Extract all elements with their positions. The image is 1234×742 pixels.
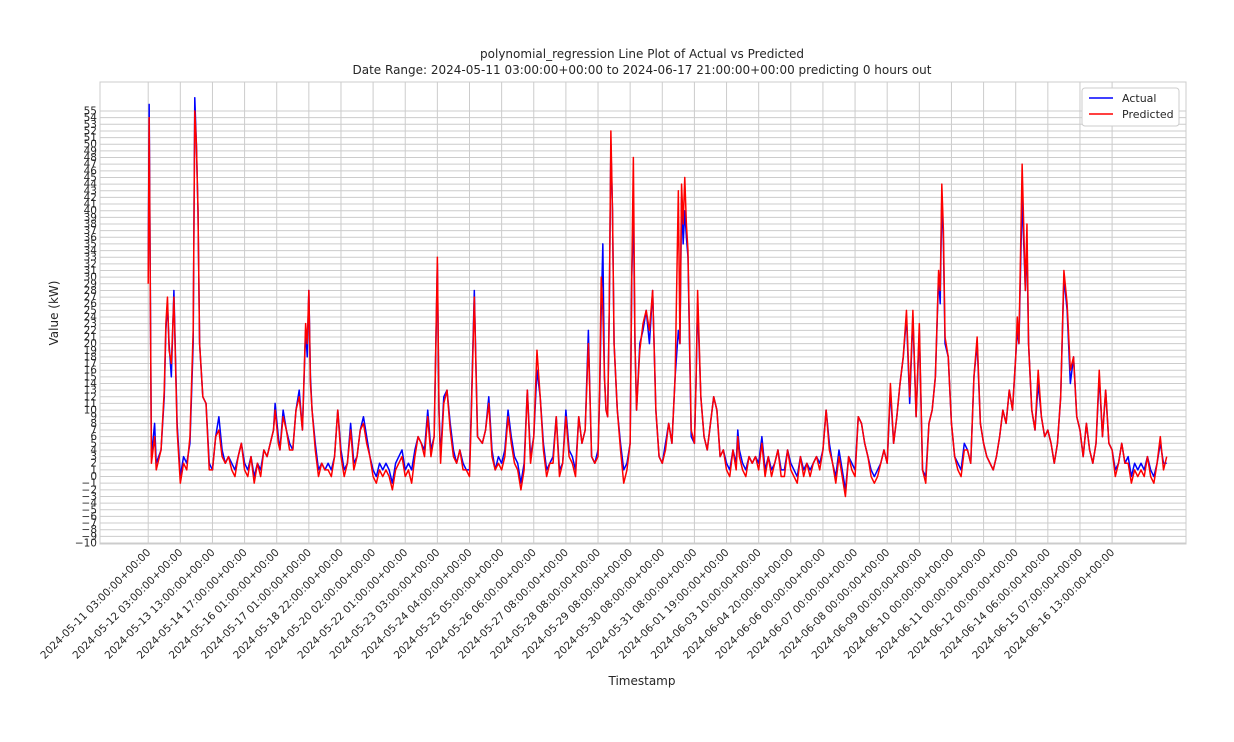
y-tick-label: −5 xyxy=(82,504,97,516)
y-tick-label: 54 xyxy=(84,112,98,124)
y-tick-label: 12 xyxy=(84,391,97,403)
y-tick-label: 50 xyxy=(84,139,97,151)
y-tick-label: 48 xyxy=(84,152,97,164)
y-tick-label: 42 xyxy=(84,192,97,204)
y-tick-label: 1 xyxy=(90,464,97,476)
y-tick-label: 29 xyxy=(84,278,97,290)
y-tick-label: −6 xyxy=(82,511,98,523)
y-tick-label: 51 xyxy=(84,132,97,144)
y-tick-label: 44 xyxy=(84,179,98,191)
y-tick-label: 10 xyxy=(84,405,97,417)
y-tick-label: 22 xyxy=(84,325,97,337)
y-tick-label: 36 xyxy=(84,232,98,244)
y-tick-label: 35 xyxy=(84,238,97,250)
x-gridlines xyxy=(147,82,1113,544)
y-tick-label: −7 xyxy=(82,518,97,530)
y-tick-label: 21 xyxy=(84,331,97,343)
series-line-predicted xyxy=(147,110,1168,498)
y-tick-label: 3 xyxy=(90,451,97,463)
y-tick-label: −1 xyxy=(82,478,97,490)
y-tick-label: 23 xyxy=(84,318,97,330)
y-tick-label: 31 xyxy=(84,265,97,277)
y-tick-label: −4 xyxy=(82,498,98,510)
y-tick-label: 14 xyxy=(84,378,98,390)
y-tick-label: −8 xyxy=(82,524,97,536)
y-tick-label: −10 xyxy=(75,538,97,550)
chart-subtitle: Date Range: 2024-05-11 03:00:00+00:00 to… xyxy=(353,63,932,77)
y-tick-label: 16 xyxy=(84,365,98,377)
y-tick-label: 49 xyxy=(84,145,97,157)
plot-area xyxy=(99,81,1187,545)
y-tick-label: 37 xyxy=(84,225,97,237)
y-tick-label: 25 xyxy=(84,305,97,317)
y-tick-label: 33 xyxy=(84,252,97,264)
y-tick-label: 30 xyxy=(84,272,97,284)
y-tick-label: 2 xyxy=(90,458,97,470)
y-tick-label: 6 xyxy=(90,431,97,443)
legend-label-predicted: Predicted xyxy=(1122,108,1174,121)
y-tick-label: 17 xyxy=(84,358,97,370)
y-tick-label: 38 xyxy=(84,218,97,230)
y-tick-label: −3 xyxy=(82,491,97,503)
y-tick-label: 40 xyxy=(84,205,97,217)
chart-title: polynomial_regression Line Plot of Actua… xyxy=(480,47,804,61)
series-layer xyxy=(147,96,1168,498)
y-tick-label: 39 xyxy=(84,212,97,224)
y-tick-label: 45 xyxy=(84,172,97,184)
y-tick-label: 8 xyxy=(90,418,97,430)
y-tick-label: 28 xyxy=(84,285,97,297)
y-tick-label: 9 xyxy=(90,411,97,423)
y-tick-label: 18 xyxy=(84,351,97,363)
x-axis-title: Timestamp xyxy=(608,674,676,688)
y-tick-label: 26 xyxy=(84,298,98,310)
y-tick-label: 52 xyxy=(84,125,97,137)
y-tick-label: 47 xyxy=(84,159,97,171)
y-tick-label: 11 xyxy=(84,398,97,410)
y-tick-label: 0 xyxy=(90,471,97,483)
y-tick-label: 7 xyxy=(90,425,97,437)
y-tick-label: 5 xyxy=(90,438,97,450)
y-tick-label: −9 xyxy=(82,531,97,543)
y-tick-label: 41 xyxy=(84,199,97,211)
legend-label-actual: Actual xyxy=(1122,92,1156,105)
y-tick-label: 55 xyxy=(84,106,97,118)
legend: Actual Predicted xyxy=(1081,87,1180,127)
y-tick-label: 43 xyxy=(84,185,97,197)
y-tick-label: 53 xyxy=(84,119,97,131)
y-tick-label: 24 xyxy=(84,312,98,324)
y-tick-label: 46 xyxy=(84,165,98,177)
y-tick-label: 32 xyxy=(84,258,97,270)
y-tick-label: 4 xyxy=(90,444,97,456)
y-tick-label: −2 xyxy=(82,484,97,496)
y-tick-labels: −10−9−8−7−6−5−4−3−2−10123456789101112131… xyxy=(75,106,97,550)
y-axis-title: Value (kW) xyxy=(47,281,61,346)
y-tick-label: 15 xyxy=(84,371,97,383)
y-tick-label: 27 xyxy=(84,292,97,304)
y-tick-label: 19 xyxy=(84,345,97,357)
y-tick-label: 13 xyxy=(84,385,97,397)
y-tick-label: 34 xyxy=(84,245,98,257)
y-tick-label: 20 xyxy=(84,338,97,350)
